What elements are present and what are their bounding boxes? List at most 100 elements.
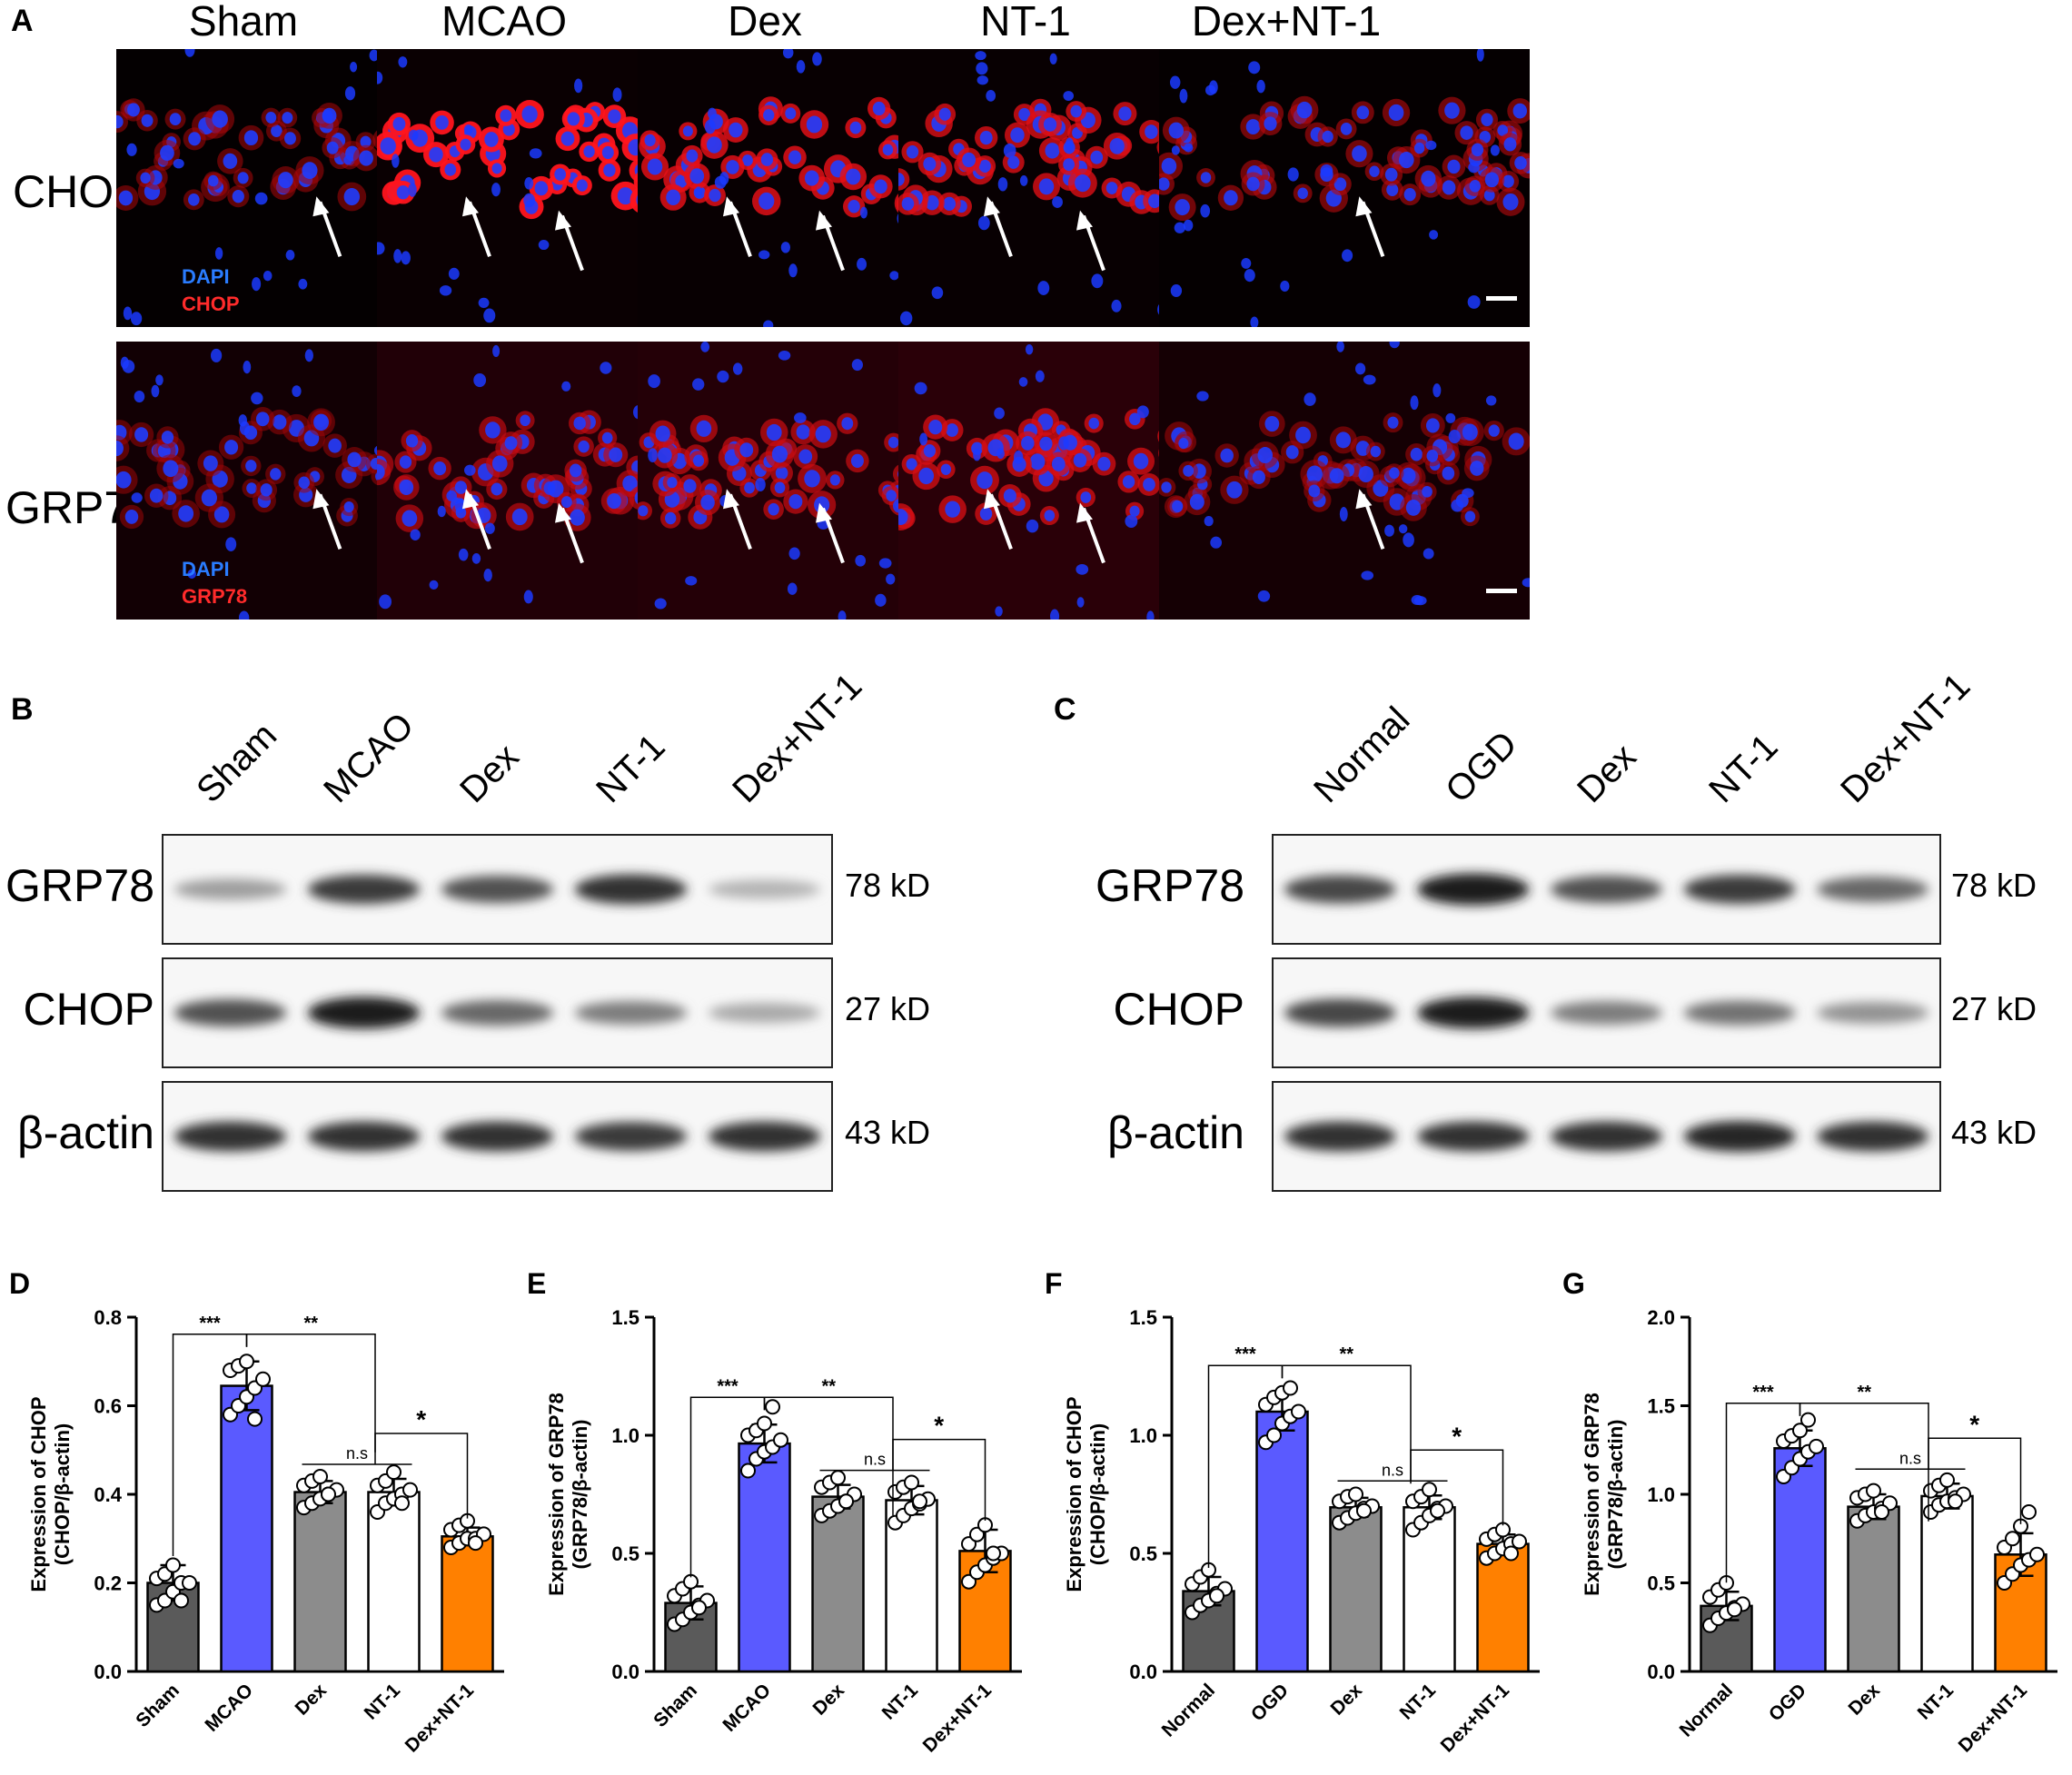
x-tick-label: Sham [649, 1680, 701, 1731]
x-tick-label: Dex+NT-1 [1955, 1680, 2032, 1757]
lane-label: OGD [1438, 723, 1525, 811]
data-point [182, 1575, 197, 1591]
data-point [1866, 1482, 1881, 1499]
blot-strip [162, 957, 833, 1068]
molecular-weight-label: 43 kD [1951, 1114, 2037, 1151]
y-tick-label: 1.5 [1129, 1306, 1157, 1329]
x-tick-label: Dex+NT-1 [1437, 1680, 1514, 1757]
significance-label: n.s [1899, 1449, 1921, 1467]
x-tick-label: Normal [1676, 1680, 1737, 1740]
column-label-dex-nt1: Dex+NT-1 [1191, 0, 1382, 45]
x-tick-label: Dex [1327, 1680, 1367, 1720]
x-tick-label: NT-1 [878, 1680, 923, 1724]
data-point [239, 1354, 254, 1370]
significance-label: n.s [864, 1451, 886, 1469]
bar [293, 1491, 347, 1673]
data-point [1512, 1533, 1527, 1550]
bar-chart-e: E 0.0 0.5 1.0 1.5 Expression of GRP78 (GRP78/β… [527, 1267, 1022, 1757]
bar [220, 1384, 273, 1673]
data-point [394, 1495, 410, 1512]
micrograph-chop-4 [1159, 49, 1530, 327]
x-tick-label: MCAO [201, 1680, 257, 1736]
bar-chart-d: D 0.0 0.2 0.4 0.6 0.8 Expression of CHOP (CHOP/… [9, 1267, 504, 1757]
y-tick-label: 1.0 [611, 1424, 639, 1447]
y-tick-label: 0.5 [611, 1542, 639, 1565]
data-point [247, 1411, 263, 1427]
data-point [386, 1464, 402, 1481]
significance-label: * [1969, 1410, 1979, 1438]
data-point [838, 1493, 854, 1510]
data-point [1939, 1472, 1955, 1488]
significance-label: ** [303, 1314, 318, 1334]
y-tick-label: 0.5 [1129, 1542, 1157, 1565]
y-tick-label: 0.6 [94, 1395, 122, 1418]
bar [441, 1535, 494, 1673]
data-point [773, 1432, 788, 1448]
y-tick-label: 0.0 [1647, 1661, 1675, 1683]
data-point [1291, 1403, 1306, 1420]
y-tick-label: 1.5 [611, 1306, 639, 1329]
data-point [1503, 1545, 1519, 1562]
significance-label: n.s [346, 1444, 368, 1463]
data-point [830, 1470, 846, 1486]
data-point [1809, 1438, 1824, 1454]
x-tick-label: Dex [292, 1680, 332, 1720]
lane-label: Normal [1306, 699, 1418, 811]
y-tick-label: 0.2 [94, 1572, 122, 1595]
data-point [255, 1371, 271, 1387]
data-point [2005, 1531, 2020, 1547]
micrograph-grp78-4 [1159, 342, 1530, 620]
lane-label: Dex+NT-1 [1833, 666, 1978, 811]
molecular-weight-label: 78 kD [1951, 867, 2037, 904]
y-axis-label-unit: (CHOP/β-actin) [51, 1423, 74, 1565]
blot-row-label: CHOP [23, 984, 154, 1035]
bar [738, 1442, 791, 1673]
data-point [1430, 1502, 1445, 1519]
lane-label: Dex+NT-1 [725, 666, 870, 811]
y-tick-label: 1.0 [1129, 1424, 1157, 1447]
y-axis-label-unit: (CHOP/β-actin) [1086, 1423, 1109, 1565]
data-point [312, 1469, 328, 1484]
x-tick-label: Sham [132, 1680, 183, 1731]
panel-letter: E [527, 1267, 546, 1300]
x-tick-label: Dex [1845, 1680, 1885, 1720]
lane-label: Dex [1570, 736, 1644, 811]
data-point [1348, 1486, 1363, 1502]
significance-label: *** [1752, 1383, 1774, 1403]
data-point [165, 1557, 181, 1573]
x-tick-label: NT-1 [1396, 1680, 1441, 1724]
y-tick-label: 0.4 [94, 1483, 122, 1506]
data-point [2029, 1546, 2045, 1562]
significance-label: *** [717, 1376, 739, 1396]
panel-letter-b: B [11, 692, 34, 727]
y-axis-label: Expression of CHOP [1063, 1396, 1086, 1592]
data-point [1792, 1423, 1808, 1439]
blot-strip [162, 1081, 833, 1192]
column-label-mcao: MCAO [441, 0, 567, 45]
molecular-weight-label: 27 kD [845, 990, 931, 1027]
y-tick-label: 1.0 [1647, 1483, 1675, 1506]
bar [1329, 1506, 1383, 1673]
blot-strip [1272, 1081, 1941, 1192]
bar [1255, 1410, 1309, 1673]
data-point [2021, 1504, 2037, 1520]
bar-chart-f: F 0.0 0.5 1.0 1.5 Expression of CHOP (CHOP/β-a… [1045, 1267, 1540, 1757]
column-label-dex: Dex [728, 0, 802, 45]
bar [1847, 1505, 1900, 1673]
x-tick-label: MCAO [719, 1680, 775, 1736]
data-point [691, 1600, 707, 1616]
lane-label: Dex [452, 736, 527, 811]
data-point [1356, 1502, 1372, 1519]
molecular-weight-label: 43 kD [845, 1114, 931, 1151]
lane-label: MCAO [316, 705, 422, 811]
legend-dapi-chop: DAPI [182, 265, 230, 288]
legend-dapi-grp78: DAPI [182, 558, 230, 580]
lane-label: Sham [189, 715, 285, 811]
data-point [740, 1463, 756, 1479]
column-label-nt1: NT-1 [980, 0, 1071, 45]
x-tick-label: Dex [809, 1680, 849, 1720]
data-point [1948, 1493, 1963, 1510]
data-point [765, 1399, 780, 1415]
data-point [1800, 1412, 1816, 1428]
x-tick-label: NT-1 [361, 1680, 405, 1724]
